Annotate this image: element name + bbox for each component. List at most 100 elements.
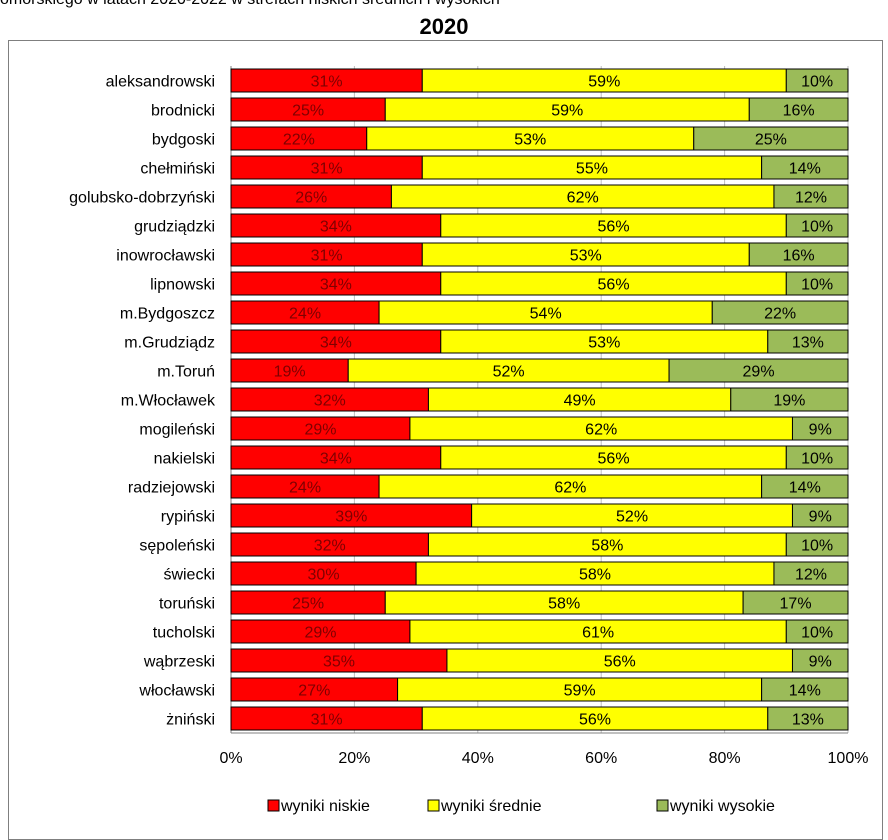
data-label: 16% xyxy=(783,248,815,265)
x-tick-label: 80% xyxy=(709,750,741,767)
bar-segment xyxy=(773,561,849,586)
data-label: 32% xyxy=(314,393,346,410)
data-label: 9% xyxy=(809,509,832,526)
legend-swatch xyxy=(427,799,440,812)
data-label: 34% xyxy=(320,451,352,468)
bar-segment xyxy=(785,271,849,296)
data-label: 59% xyxy=(564,683,596,700)
category-label: żniński xyxy=(166,712,215,729)
category-label: lipnowski xyxy=(150,277,215,294)
category-label: m.Grudziądz xyxy=(124,335,215,352)
data-label: 29% xyxy=(304,625,336,642)
data-label: 53% xyxy=(588,335,620,352)
bar-segment xyxy=(773,184,849,209)
data-label: 62% xyxy=(567,190,599,207)
data-label: 56% xyxy=(579,712,611,729)
bar-segment xyxy=(761,677,849,702)
category-label: nakielski xyxy=(154,451,215,468)
category-label: świecki xyxy=(163,567,215,584)
legend-swatch xyxy=(656,799,669,812)
category-labels: aleksandrowski brodnicki bydgoski chełmińsk… xyxy=(69,74,216,729)
data-label: 25% xyxy=(755,132,787,149)
category-label: toruński xyxy=(159,596,215,613)
data-label: 19% xyxy=(773,393,805,410)
data-label: 13% xyxy=(792,335,824,352)
data-label: 58% xyxy=(579,567,611,584)
bar-segment xyxy=(693,126,849,151)
data-label: 27% xyxy=(298,683,330,700)
data-label: 34% xyxy=(320,277,352,294)
bar-segment xyxy=(711,300,849,325)
data-label: 31% xyxy=(311,161,343,178)
category-label: rypiński xyxy=(161,509,215,526)
data-label: 31% xyxy=(311,712,343,729)
data-label: 31% xyxy=(311,74,343,91)
data-label: 53% xyxy=(514,132,546,149)
category-label: mogileński xyxy=(139,422,215,439)
data-label: 13% xyxy=(792,712,824,729)
data-label: 58% xyxy=(591,538,623,555)
bar-segment xyxy=(785,532,849,557)
bar-segment xyxy=(730,387,849,412)
data-label: 19% xyxy=(274,364,306,381)
data-label: 14% xyxy=(789,683,821,700)
category-label: włocławski xyxy=(138,683,215,700)
data-label: 24% xyxy=(289,306,321,323)
data-label: 12% xyxy=(795,567,827,584)
bar-segment xyxy=(668,358,849,383)
bar-segment xyxy=(748,97,849,122)
chart-title: 2020 xyxy=(419,14,469,39)
data-label: 56% xyxy=(598,219,630,236)
data-label: 9% xyxy=(809,422,832,439)
data-label: 58% xyxy=(548,596,580,613)
data-label: 17% xyxy=(780,596,812,613)
bar-segment xyxy=(791,648,849,673)
data-label: 14% xyxy=(789,161,821,178)
category-label: aleksandrowski xyxy=(106,74,215,91)
bar-segment xyxy=(761,155,849,180)
data-label: 32% xyxy=(314,538,346,555)
data-label: 49% xyxy=(564,393,596,410)
data-label: 25% xyxy=(292,596,324,613)
data-label: 29% xyxy=(304,422,336,439)
data-label: 62% xyxy=(554,480,586,497)
data-label: 35% xyxy=(323,654,355,671)
category-label: wąbrzeski xyxy=(143,654,215,671)
data-label: 59% xyxy=(588,74,620,91)
legend: wyniki niskie wyniki średnie wyniki wysoki… xyxy=(267,798,775,815)
bar-segment xyxy=(748,242,849,267)
x-tick-label: 0% xyxy=(219,750,242,767)
data-label: 10% xyxy=(801,219,833,236)
data-label: 16% xyxy=(783,103,815,120)
category-label: inowrocławski xyxy=(116,248,215,265)
data-label: 14% xyxy=(789,480,821,497)
data-label: 12% xyxy=(795,190,827,207)
category-label: radziejowski xyxy=(128,480,215,497)
data-label: 10% xyxy=(801,451,833,468)
bar-segment xyxy=(767,329,849,354)
data-label: 52% xyxy=(616,509,648,526)
x-tick-labels: 0% 20% 40% 60% 80% 100% xyxy=(219,750,868,767)
category-label: brodnicki xyxy=(151,103,215,120)
bar-segment xyxy=(742,590,849,615)
data-label: 10% xyxy=(801,625,833,642)
chart-caption: omorskiego w latach 2020-2022 w strefach… xyxy=(0,0,888,11)
bar-segment xyxy=(761,474,849,499)
category-label: golubsko-dobrzyński xyxy=(69,190,215,207)
data-label: 29% xyxy=(743,364,775,381)
category-label: tucholski xyxy=(153,625,215,642)
x-tick-label: 100% xyxy=(828,750,869,767)
data-label: 31% xyxy=(311,248,343,265)
data-label: 56% xyxy=(598,277,630,294)
data-label: 26% xyxy=(295,190,327,207)
category-label: m.Włocławek xyxy=(121,393,216,410)
category-label: bydgoski xyxy=(152,132,215,149)
bar-segment xyxy=(785,68,849,93)
data-label: 30% xyxy=(308,567,340,584)
data-label: 59% xyxy=(551,103,583,120)
x-tick-label: 20% xyxy=(338,750,370,767)
data-label: 53% xyxy=(570,248,602,265)
legend-swatch xyxy=(267,799,280,812)
data-label: 10% xyxy=(801,74,833,91)
